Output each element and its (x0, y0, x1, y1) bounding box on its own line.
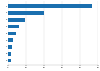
Bar (8, 4, 92, 8)
Bar (8, 52, 11, 56)
Bar (8, 25, 19, 28)
Bar (8, 38, 13, 42)
Bar (8, 45, 12, 49)
Bar (8, 18, 25, 22)
Bar (8, 59, 11, 62)
Bar (8, 11, 44, 15)
Bar (8, 32, 16, 35)
